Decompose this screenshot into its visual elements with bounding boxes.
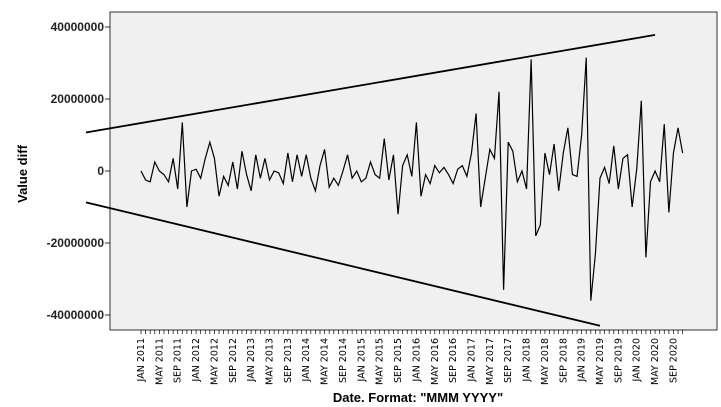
x-tick-label: MAY 2013 bbox=[265, 338, 276, 385]
x-tick-label: MAY 2016 bbox=[430, 338, 441, 385]
y-tick-label: 40000000 bbox=[51, 20, 105, 34]
x-tick-label: SEP 2016 bbox=[448, 338, 459, 383]
x-tick-label: SEP 2011 bbox=[173, 338, 184, 383]
y-axis-title: Value diff bbox=[15, 144, 30, 202]
x-tick-label: SEP 2014 bbox=[338, 338, 349, 383]
envelope-lines bbox=[85, 34, 656, 327]
x-tick-label: JAN 2012 bbox=[191, 338, 202, 382]
x-tick-label: MAY 2012 bbox=[209, 338, 220, 385]
x-tick-label: MAY 2015 bbox=[375, 338, 386, 385]
x-axis-title: Date. Format: "MMM YYYY" bbox=[333, 390, 503, 405]
envelope-line bbox=[85, 34, 656, 134]
x-axis-ticks: JAN 2011 MAY 2011 SEP 2011 JAN 2012 MAY 2012… bbox=[136, 330, 683, 385]
x-tick-label: MAY 2014 bbox=[320, 338, 331, 385]
y-tick-label: -20000000 bbox=[47, 236, 105, 250]
y-tick-label: -40000000 bbox=[47, 308, 105, 322]
x-tick-label: SEP 2012 bbox=[228, 338, 239, 383]
x-tick-label: JAN 2016 bbox=[411, 338, 422, 382]
x-tick-label: MAY 2017 bbox=[485, 338, 496, 385]
x-tick-label: SEP 2013 bbox=[283, 338, 294, 383]
x-tick-label: JAN 2014 bbox=[301, 338, 312, 382]
x-tick-label: MAY 2019 bbox=[595, 338, 606, 385]
y-tick-label: 0 bbox=[97, 164, 104, 178]
x-tick-label: MAY 2011 bbox=[154, 338, 165, 385]
x-tick-label: JAN 2017 bbox=[466, 338, 477, 382]
y-tick-label: 20000000 bbox=[51, 92, 105, 106]
x-tick-label: JAN 2011 bbox=[136, 338, 147, 382]
x-tick-label: SEP 2018 bbox=[558, 338, 569, 383]
x-tick-label: SEP 2019 bbox=[613, 338, 624, 383]
x-tick-label: SEP 2020 bbox=[668, 338, 679, 383]
x-tick-label: SEP 2017 bbox=[503, 338, 514, 383]
x-tick-label: JAN 2019 bbox=[577, 338, 588, 382]
envelope-line bbox=[85, 201, 601, 327]
x-tick-label: JAN 2018 bbox=[522, 338, 533, 382]
x-tick-label: MAY 2020 bbox=[650, 338, 661, 385]
x-tick-label: SEP 2015 bbox=[393, 338, 404, 383]
series-line bbox=[140, 57, 684, 301]
x-tick-label: MAY 2018 bbox=[540, 338, 551, 385]
plot-area bbox=[109, 11, 718, 331]
y-axis-ticks: 40000000 20000000 0 -20000000 -40000000 bbox=[47, 20, 110, 322]
x-tick-label: JAN 2020 bbox=[632, 338, 643, 382]
x-tick-label: JAN 2013 bbox=[246, 338, 257, 382]
x-tick-label: JAN 2015 bbox=[356, 338, 367, 382]
